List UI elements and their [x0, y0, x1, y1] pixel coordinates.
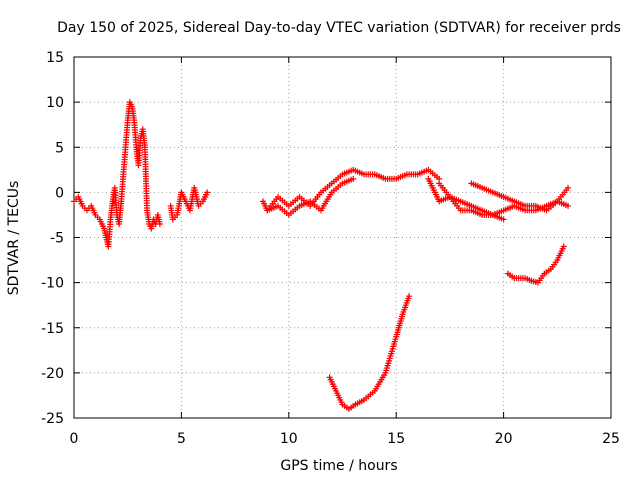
x-tick-label: 5	[177, 431, 186, 447]
x-tick-label: 10	[280, 431, 298, 447]
y-tick-label: -5	[50, 231, 64, 247]
chart-title: Day 150 of 2025, Sidereal Day-to-day VTE…	[57, 20, 621, 36]
y-tick-label: 15	[46, 50, 64, 66]
data-point	[565, 202, 572, 209]
x-tick-label: 0	[70, 431, 79, 447]
data-point	[500, 216, 507, 223]
x-tick-label: 15	[387, 431, 405, 447]
series-segment-early	[71, 99, 163, 250]
data-point	[156, 220, 163, 227]
x-tick-label: 25	[602, 431, 620, 447]
x-tick-label: 20	[495, 431, 513, 447]
data-point	[560, 243, 567, 250]
data-point	[350, 175, 357, 182]
axis-ticks: 0 5 10 15 20 25 -25 -20 -15 -10 -5 0 5 10 15	[41, 50, 620, 447]
grid-lines	[74, 57, 611, 418]
y-tick-label: 0	[55, 185, 64, 201]
series-segment-e	[468, 180, 572, 214]
series-segment-right	[504, 243, 567, 286]
data-point	[565, 184, 572, 191]
y-tick-label: 5	[55, 140, 64, 156]
series-segment-mid	[167, 184, 211, 223]
data-point	[204, 189, 211, 196]
y-tick-label: -15	[41, 321, 64, 337]
series-segment-d	[436, 180, 507, 223]
y-tick-label: -10	[41, 276, 64, 292]
y-tick-label: -25	[41, 411, 64, 427]
data-marks	[71, 99, 572, 412]
y-tick-label: -20	[41, 366, 64, 382]
series-segment-low	[326, 293, 413, 412]
y-tick-label: 10	[46, 95, 64, 111]
data-point	[406, 293, 413, 300]
y-axis-label: SDTVAR / TECUs	[6, 181, 22, 296]
series-segment-b	[264, 175, 357, 218]
x-axis-label: GPS time / hours	[280, 458, 397, 474]
series-segment-a	[260, 166, 443, 214]
